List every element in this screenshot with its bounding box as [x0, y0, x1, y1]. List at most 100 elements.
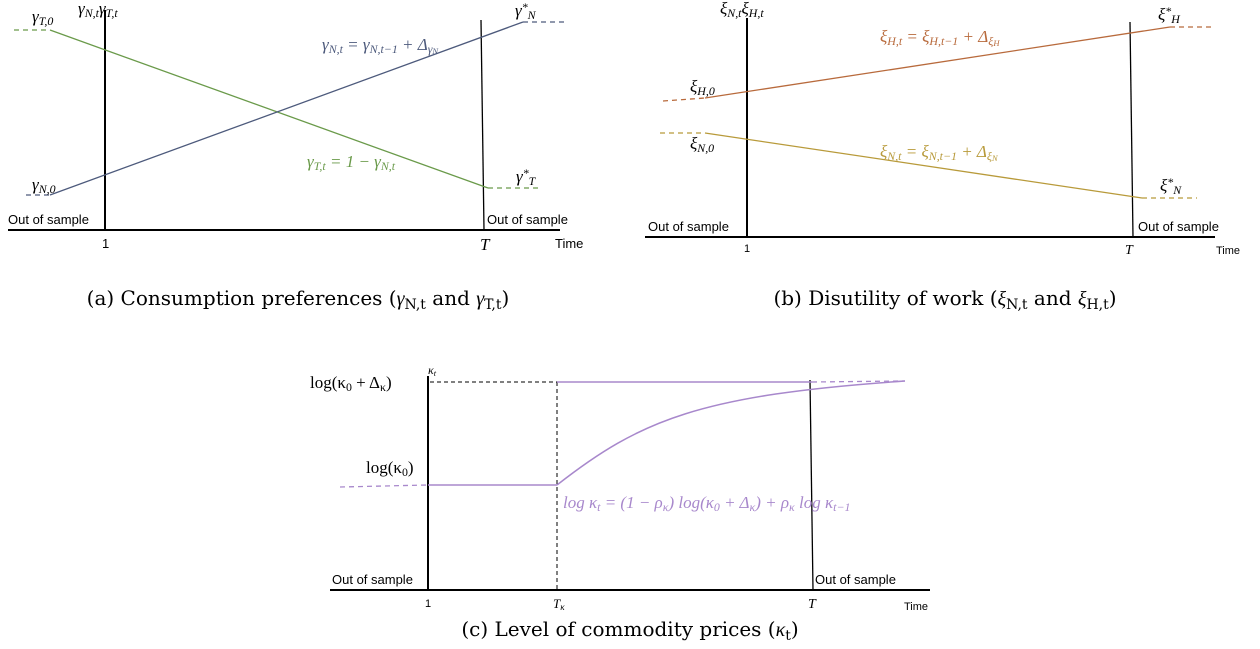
label: Tκ — [553, 596, 565, 612]
label: log(κ0 + Δκ) — [310, 373, 392, 394]
text-part: ) — [1109, 286, 1117, 310]
text-part: ξ — [998, 288, 1007, 310]
text-part: + Δ — [720, 493, 750, 512]
text-part: H — [992, 38, 1000, 48]
text-part: N — [527, 8, 537, 22]
label: log κt = (1 − ρκ) log(κ0 + Δκ) + ρκ log … — [563, 493, 850, 514]
text-part: ) — [408, 458, 414, 477]
text-part: κ — [789, 500, 795, 514]
text-part: ) — [502, 286, 510, 310]
text-part: = ξ — [902, 142, 930, 161]
text-part: = (1 − ρ — [600, 493, 662, 512]
text-part: ξ — [988, 34, 994, 48]
text-part: ξ — [880, 142, 888, 161]
text-part: ) — [386, 373, 392, 392]
label: 1 — [102, 236, 109, 251]
text-part: 0 — [346, 380, 352, 394]
text-part: 0 — [714, 500, 720, 514]
text-part: t−1 — [833, 500, 850, 514]
label: γN,0 — [32, 175, 56, 196]
text-part: * — [523, 166, 529, 180]
text-part: ξ — [720, 0, 728, 18]
text-part: N — [991, 153, 999, 163]
text-part: ) + ρ — [754, 493, 789, 512]
text-part: γ — [32, 7, 40, 26]
text-part: ξ — [1158, 5, 1166, 24]
label: T — [808, 597, 817, 612]
text-part: log κ — [563, 493, 598, 512]
label: γN,t = γN,t−1 + ΔγN — [322, 35, 439, 56]
text-part: t — [597, 500, 601, 514]
text-part: ξ — [880, 27, 888, 46]
text-part: T,t — [106, 6, 119, 20]
text-part: ξ — [690, 77, 698, 96]
text-part: γ — [476, 288, 485, 310]
label: Time — [904, 601, 928, 613]
text-part: H,t — [1086, 297, 1109, 313]
label: γ*N — [515, 0, 537, 22]
text-part: κ — [428, 363, 434, 377]
text-part: t — [785, 628, 791, 644]
text-part: κ — [560, 602, 565, 612]
text-part: γ — [397, 288, 406, 310]
gamma-n-line — [49, 21, 524, 196]
label: T — [480, 235, 491, 254]
text-part: T,t — [484, 297, 502, 313]
text-part: = γ — [343, 35, 371, 54]
xi-n-line — [704, 132, 1143, 199]
text-part: 0 — [402, 465, 408, 479]
text-part: N,t−1 — [928, 149, 957, 163]
text-part: log(κ — [310, 373, 346, 392]
text-part: N,t — [380, 159, 396, 173]
label: (c) Level of commodity prices (κt) — [461, 617, 798, 644]
label: Out of sample — [815, 572, 896, 587]
text-part: N — [1172, 183, 1182, 197]
text-part: log(κ — [366, 458, 402, 477]
text-part: t — [434, 369, 437, 378]
text-part: N,t — [84, 6, 100, 20]
text-part: N,t — [886, 149, 902, 163]
text-part: N,0 — [696, 141, 714, 155]
text-part: H,t — [748, 6, 765, 20]
text-part: γ — [307, 152, 315, 171]
label: γN,tγT,t — [78, 0, 118, 20]
text-part: N — [431, 46, 439, 56]
text-part: ξ — [1160, 176, 1168, 195]
label: T — [1125, 243, 1134, 258]
text-part: κ — [776, 619, 786, 641]
text-part: γ — [32, 175, 40, 194]
label: Out of sample — [487, 212, 568, 227]
label: ξH,0 — [690, 77, 715, 98]
text-part: N,t — [404, 297, 426, 313]
adjustment-curve — [556, 380, 906, 486]
text-part: ξ — [987, 149, 993, 163]
text-part: γ — [515, 1, 523, 20]
t-line — [1129, 21, 1134, 238]
label: ξN,t = ξN,t−1 + ΔξN — [880, 142, 999, 163]
label: 1 — [744, 243, 750, 255]
text-part: γ — [99, 0, 107, 18]
text-part: N,t — [726, 6, 742, 20]
text-part: ξ — [742, 0, 750, 18]
text-part: * — [1167, 175, 1173, 189]
text-part: γ — [78, 0, 86, 18]
label: Out of sample — [1138, 219, 1219, 234]
text-part: γ — [322, 35, 330, 54]
text-part: H,t−1 — [928, 34, 958, 48]
label: 1 — [425, 598, 431, 610]
t-line — [480, 19, 485, 231]
text-part: N,t — [328, 42, 344, 56]
text-part: (a) Consumption preferences ( — [87, 286, 397, 310]
text-part: + Δ — [957, 142, 987, 161]
label: γ*T — [516, 166, 537, 188]
text-part: N,t−1 — [369, 42, 398, 56]
label: ξ*N — [1160, 175, 1182, 197]
text-part: γ — [428, 42, 433, 56]
text-part: = ξ — [902, 27, 930, 46]
text-part: ) — [791, 617, 799, 641]
text-part: * — [522, 0, 528, 14]
label: log(κ0) — [366, 458, 414, 479]
text-part: ξ — [1078, 288, 1087, 310]
